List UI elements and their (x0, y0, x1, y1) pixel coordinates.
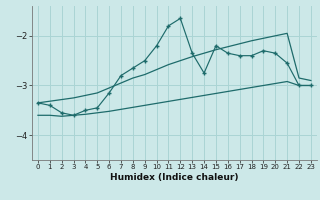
X-axis label: Humidex (Indice chaleur): Humidex (Indice chaleur) (110, 173, 239, 182)
